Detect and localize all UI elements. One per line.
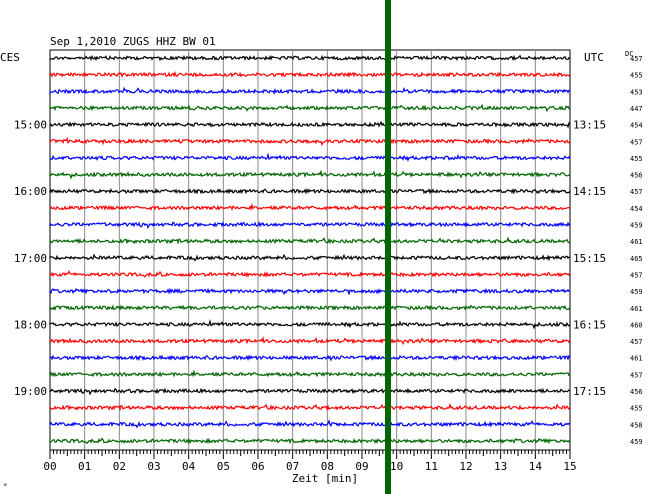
right-hour-label: 15:15 [573,252,606,265]
x-tick-label: 14 [529,460,543,473]
corner-mark: * [3,482,7,490]
dc-value-label: 457 [630,271,643,279]
dc-value-label: 453 [630,88,643,96]
x-tick-label: 06 [251,460,264,473]
x-axis-label: Zeit [min] [292,472,358,485]
trace-line [49,152,571,162]
dc-header-label: DC [625,50,633,58]
dc-value-label: 459 [630,222,643,230]
left-hour-label: 19:00 [14,385,47,398]
trace-line [49,187,571,196]
x-tick-label: 02 [113,460,126,473]
dc-value-label: 457 [630,371,643,379]
trace-line [49,437,571,445]
dc-value-labels: 457 455 453 447 454 457 455 456 457 454 459 461 465 4… [630,55,643,446]
minute-grid [84,50,536,450]
trace-line [49,169,571,180]
x-tick-label: 09 [355,460,368,473]
dc-value-label: 455 [630,405,643,413]
dc-value-label: 461 [630,355,643,363]
event-marker [385,0,391,494]
left-hour-label: 18:00 [14,318,47,331]
right-hour-labels: 13:15 14:15 15:15 16:15 17:15 [573,119,606,398]
dc-value-label: 459 [630,288,643,296]
trace-line [49,369,571,378]
trace-line [49,319,571,330]
trace-line [49,136,571,147]
x-tick-label: 12 [459,460,472,473]
dc-value-label: 456 [630,388,643,396]
x-tick-label: 13 [494,460,507,473]
dc-value-label: 447 [630,105,643,113]
left-hour-label: 17:00 [14,252,47,265]
left-hour-label: 15:00 [14,119,47,132]
dc-value-label: 455 [630,155,643,163]
x-tick-label: 15 [563,460,576,473]
right-hour-label: 14:15 [573,185,606,198]
dc-value-label: 460 [630,321,643,329]
x-tick-label: 10 [390,460,403,473]
right-hour-label: 16:15 [573,318,606,331]
dc-value-label: 458 [630,421,643,429]
trace-line [49,103,571,113]
dc-value-label: 461 [630,305,643,313]
trace-line [49,86,571,95]
x-axis: 00 01 02 03 04 05 06 07 08 09 10 11 12 13 14 15 [43,450,577,473]
x-tick-label: 03 [147,460,160,473]
x-tick-label: 07 [286,460,299,473]
trace-line [49,270,571,278]
x-tick-label: 11 [425,460,438,473]
left-hour-labels: 15:00 16:00 17:00 18:00 19:00 [14,119,47,398]
x-tick-label: 08 [321,460,334,473]
dc-value-label: 454 [630,122,643,130]
trace-line [49,419,571,429]
right-hour-label: 13:15 [573,119,606,132]
dc-value-label: 456 [630,172,643,180]
trace-line [49,335,571,346]
trace-line [49,402,571,412]
left-timezone-label: CES [0,51,20,64]
dc-value-label: 465 [630,255,643,263]
left-hour-label: 16:00 [14,185,47,198]
dc-value-label: 454 [630,205,643,213]
dc-value-label: 461 [630,238,643,246]
dc-value-label: 455 [630,72,643,80]
x-tick-label: 00 [43,460,56,473]
trace-line [49,202,571,212]
chart-title: Sep 1,2010 ZUGS HHZ BW 01 [50,35,216,48]
dc-value-label: 457 [630,338,643,346]
right-timezone-label: UTC [584,51,604,64]
x-tick-label: 01 [78,460,91,473]
dc-value-label: 457 [630,138,643,146]
trace-line [49,70,571,78]
right-hour-label: 17:15 [573,385,606,398]
trace-line [49,287,571,295]
dc-value-label: 457 [630,55,643,63]
seismic-traces [49,54,571,445]
trace-line [49,236,571,245]
dc-value-label: 457 [630,188,643,196]
event-marker-band [385,0,391,494]
x-tick-label: 04 [182,460,196,473]
trace-line [49,387,571,396]
trace-line [49,120,571,129]
trace-line [49,221,571,230]
trace-line [49,304,571,312]
x-tick-label: 05 [217,460,230,473]
trace-line [49,54,571,62]
trace-line [49,354,571,362]
trace-line [49,252,571,262]
dc-value-label: 459 [630,438,643,446]
